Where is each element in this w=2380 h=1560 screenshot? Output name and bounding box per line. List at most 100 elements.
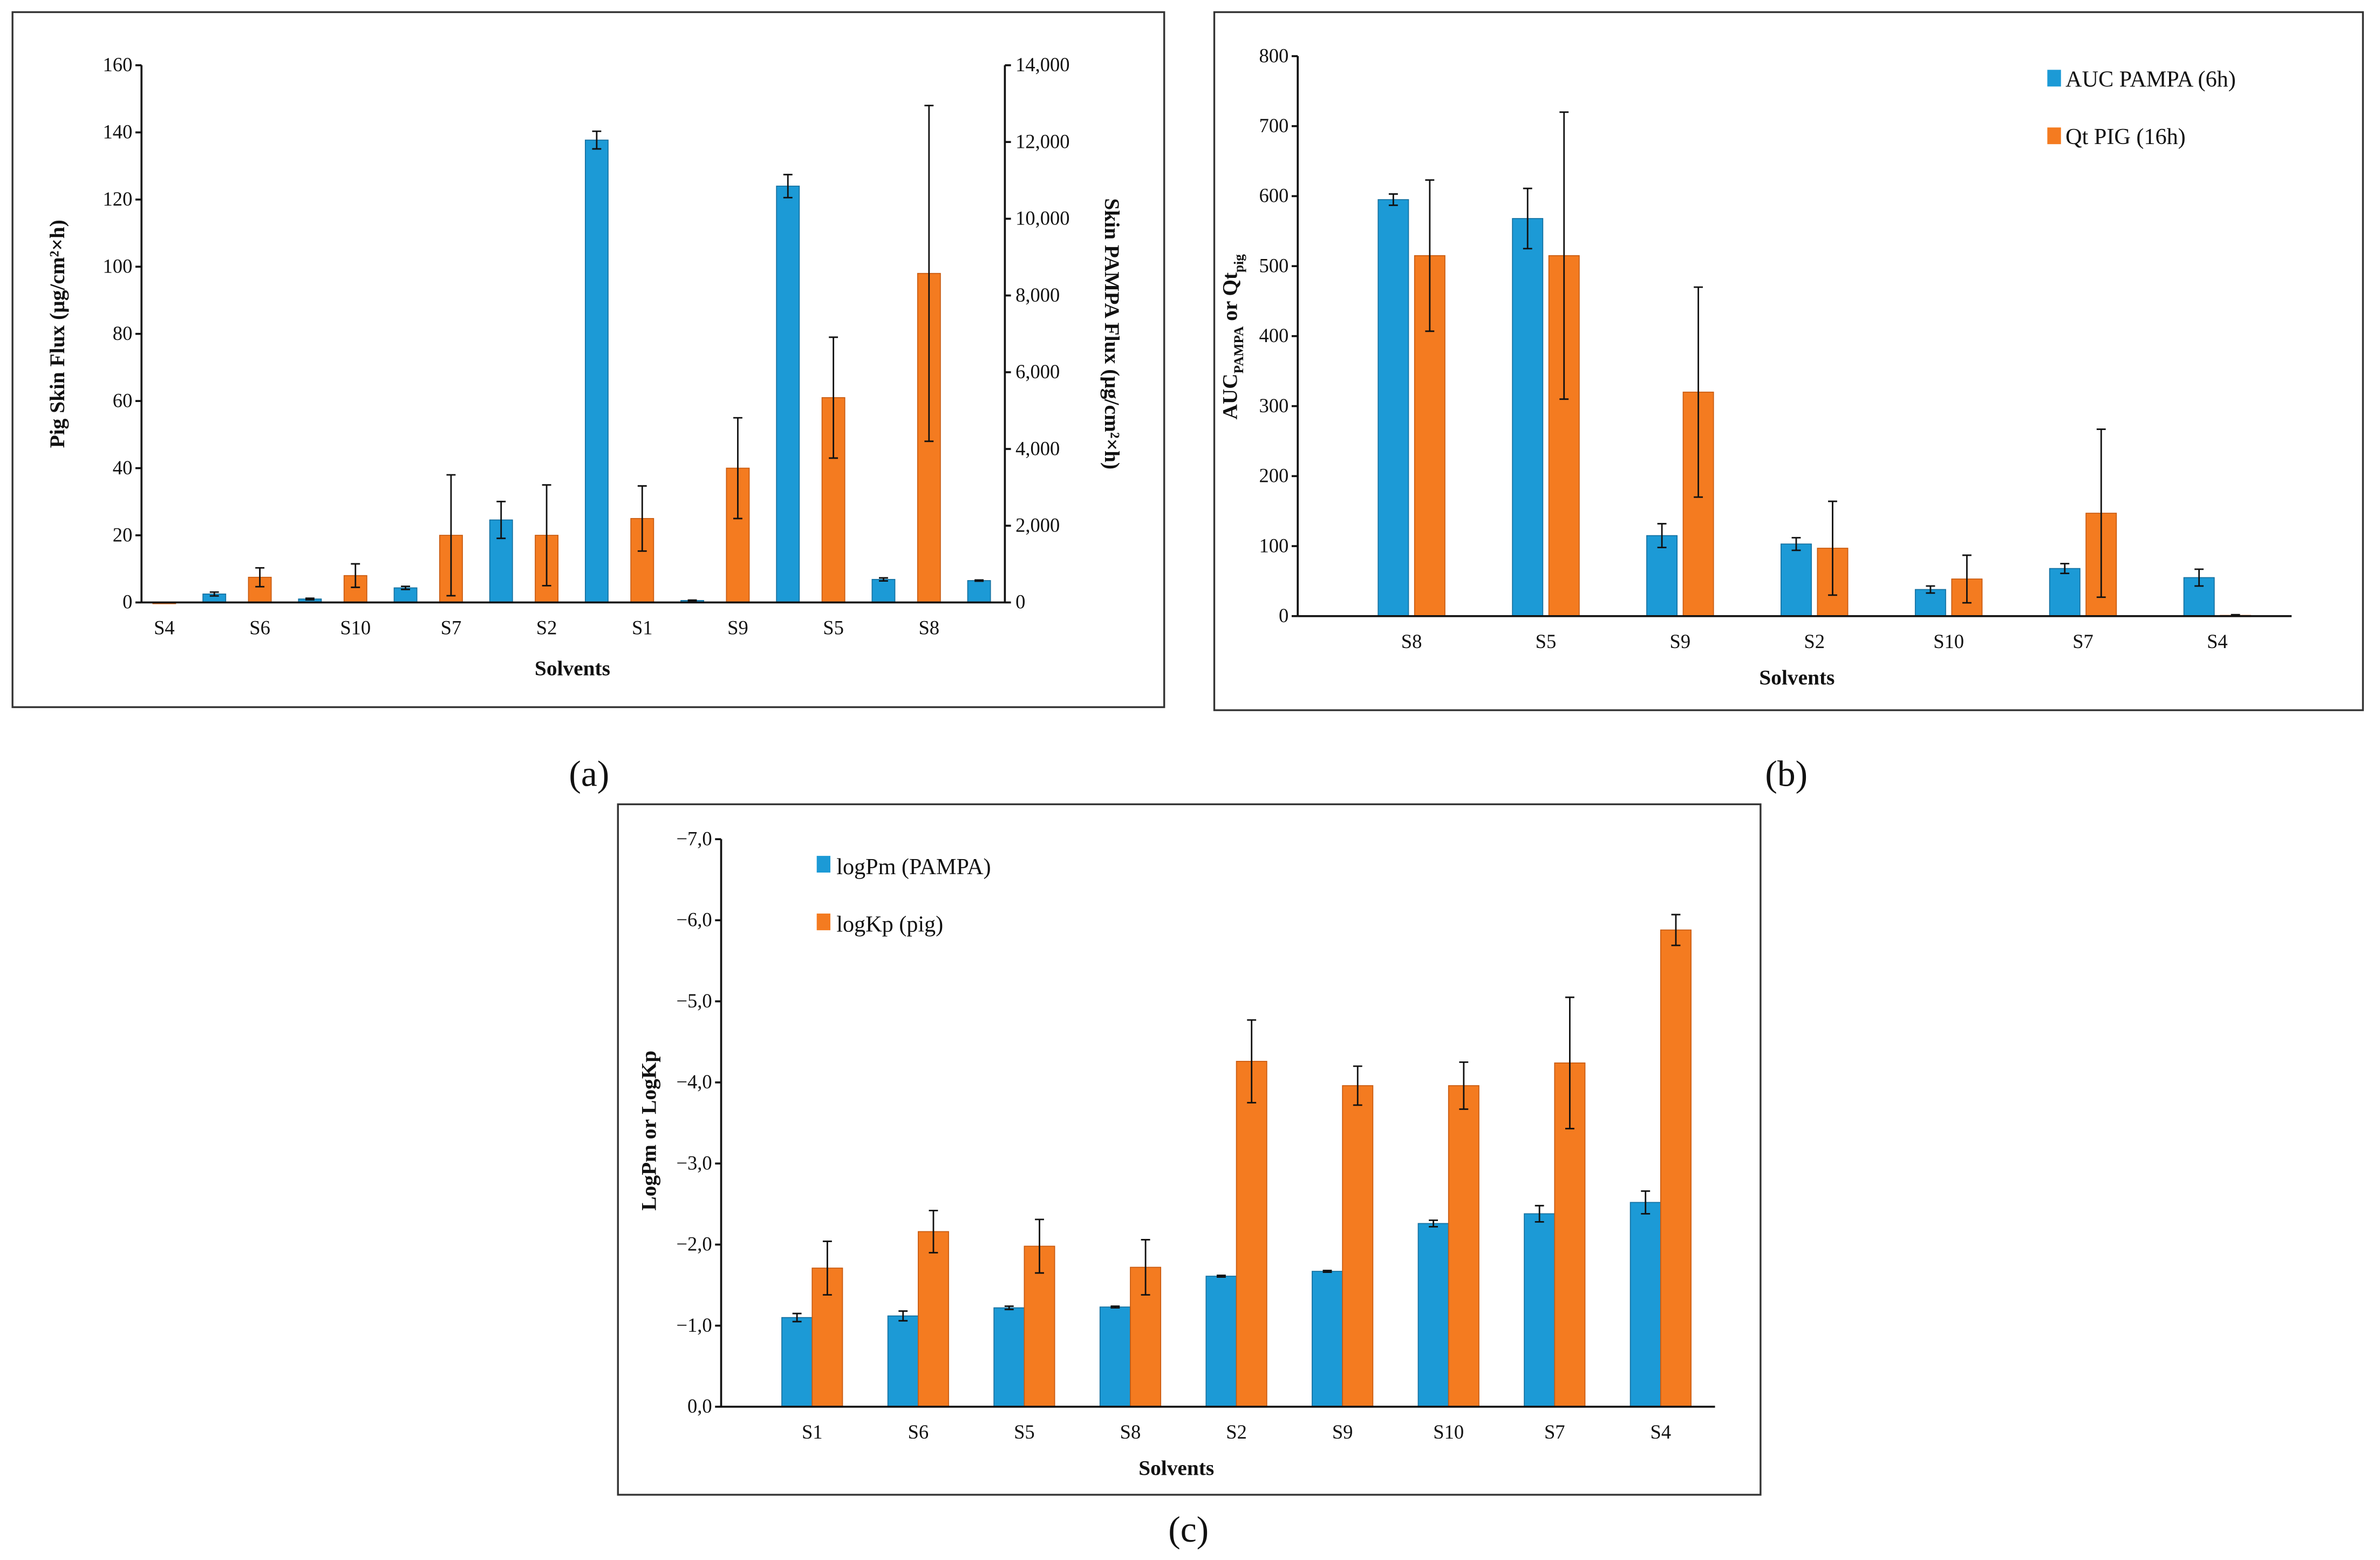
bar-blue [887,1315,919,1407]
bar-blue [781,1317,813,1407]
legend-swatch-orange [2047,127,2061,145]
legend-swatch-blue [816,856,830,873]
x-tick-label: S5 [823,617,844,639]
y-tick-label: 500 [1259,254,1288,276]
bar-orange [1448,1085,1479,1407]
y-title-mid: or Qt [1218,273,1242,326]
x-tick-label: S8 [1401,630,1422,652]
x-tick-label: S10 [340,617,371,639]
x-tick-label: S9 [727,617,748,639]
y-tick-label: 0,0 [687,1395,712,1417]
y-tick-label: −3,0 [676,1152,712,1174]
y-tick-label: 600 [1259,185,1288,207]
y-tick-label: 800 [1259,44,1288,66]
bar-blue [967,580,991,603]
bar-blue [1781,543,1812,617]
x-tick-label: S1 [632,617,653,639]
x-tick-label: S9 [1670,630,1691,652]
bar-blue [1512,218,1544,617]
bar-orange [1236,1061,1267,1407]
x-tick-label: S2 [1226,1421,1247,1443]
bar-blue [1914,589,1946,617]
y-tick-label: 40 [113,457,133,479]
legend-label: logPm (PAMPA) [836,854,991,880]
legend-swatch-blue [2047,70,2061,87]
x-tick-label: S4 [1651,1421,1672,1443]
panel-b-y-axis-title: AUCPAMPA or Qtpig [1218,254,1246,420]
x-tick-label: S10 [1933,630,1964,652]
x-tick-label: S6 [908,1421,929,1443]
panel-a-y-axis-title: Pig Skin Flux (µg/cm²×h) [45,220,69,448]
panel-a-marks: 0 20 40 60 80 100 120 140 160 0 2,000 4,000 6,000 8,0… [103,53,1070,638]
panel-c-x-axis-title: Solvents [1138,1456,1214,1480]
bar-blue [1417,1223,1449,1407]
y-tick-label: 100 [103,255,133,277]
legend-label: Qt PIG (16h) [2065,124,2186,149]
bar-blue [1524,1213,1556,1407]
y-tick-label: 100 [1259,534,1288,556]
y-tick-label: 0 [1279,604,1288,626]
y-tick-label: −6,0 [676,909,712,931]
panel-b-legend: AUC PAMPA (6h) Qt PIG (16h) [2047,66,2236,149]
x-tick-label: S7 [441,617,462,639]
panel-c-legend: logPm (PAMPA) logKp (pig) [816,854,991,937]
y-title-main: AUC [1218,373,1242,419]
y-title-sub2: pig [1231,254,1246,273]
panel-b-caption: (b) [1765,754,1808,794]
panel-c-chart: 0,0 −1,0 −2,0 −3,0 −4,0 −5,0 −6,0 −7,0 S1 S6 S5 S8 S… [617,803,1762,1550]
x-tick-label: S6 [249,617,270,639]
x-tick-label: S2 [1804,630,1825,652]
y-tick-label: 200 [1259,465,1288,487]
y-tick-label: 400 [1259,324,1288,346]
x-tick-label: S4 [154,617,175,639]
y-tick-label: 0 [122,591,132,613]
x-tick-label: S7 [1544,1421,1565,1443]
legend-swatch-orange [816,913,830,930]
bar-orange [917,1231,949,1407]
bar-orange [1342,1085,1374,1407]
y-tick-label: −5,0 [676,990,712,1012]
y-tick-label: 160 [103,53,133,76]
x-tick-label: S10 [1433,1421,1464,1443]
y-tick-label: −2,0 [676,1233,712,1255]
legend-label: AUC PAMPA (6h) [2065,66,2236,92]
panel-c-caption: (c) [1168,1509,1209,1550]
y-tick-label: 120 [103,188,133,210]
bar-blue [1099,1306,1131,1407]
bar-blue [1629,1202,1661,1407]
panel-a-chart: 0 20 40 60 80 100 120 140 160 0 2,000 4,000 6,000 8,0… [11,11,1165,794]
y-tick-label: 20 [113,523,133,546]
x-tick-label: S7 [2072,630,2093,652]
x-tick-label: S9 [1332,1421,1353,1443]
x-tick-label: S8 [1120,1421,1141,1443]
bar-blue [584,139,609,603]
right-y-tick-label: 14,000 [1015,53,1070,76]
y-tick-label: −4,0 [676,1071,712,1093]
y-tick-label: 140 [103,121,133,143]
right-y-tick-label: 0 [1015,591,1025,613]
y-tick-label: −1,0 [676,1314,712,1336]
panel-a-x-axis-title: Solvents [535,656,610,680]
x-tick-label: S8 [918,617,939,639]
panel-c-y-axis-title: LogPm or LogKp [637,1051,661,1211]
bar-blue [2049,568,2081,617]
x-tick-label: S5 [1014,1421,1035,1443]
bar-orange [1024,1245,1055,1407]
y-tick-label: 80 [113,322,133,344]
bar-orange [1660,929,1692,1407]
bar-blue [1312,1271,1343,1407]
panel-b-marks: 0 100 200 300 400 500 600 700 800 S8 S5 S9 S2 S10 S7 S4 [1259,44,2292,652]
panel-c-marks: 0,0 −1,0 −2,0 −3,0 −4,0 −5,0 −6,0 −7,0 S1 S6 S5 S8 S… [676,827,1715,1443]
right-y-tick-label: 10,000 [1015,207,1070,229]
bar-blue [871,578,896,603]
panel-b-chart: 0 100 200 300 400 500 600 700 800 S8 S5 S9 S2 S10 S7 S4… [1213,11,2364,794]
y-tick-label: −7,0 [676,827,712,849]
bar-blue [993,1307,1025,1407]
panel-a-caption: (a) [569,754,609,794]
right-y-tick-label: 8,000 [1015,284,1060,306]
x-tick-label: S2 [536,617,557,639]
legend-label: logKp (pig) [836,912,943,937]
right-y-tick-label: 12,000 [1015,130,1070,152]
x-tick-label: S1 [802,1421,823,1443]
